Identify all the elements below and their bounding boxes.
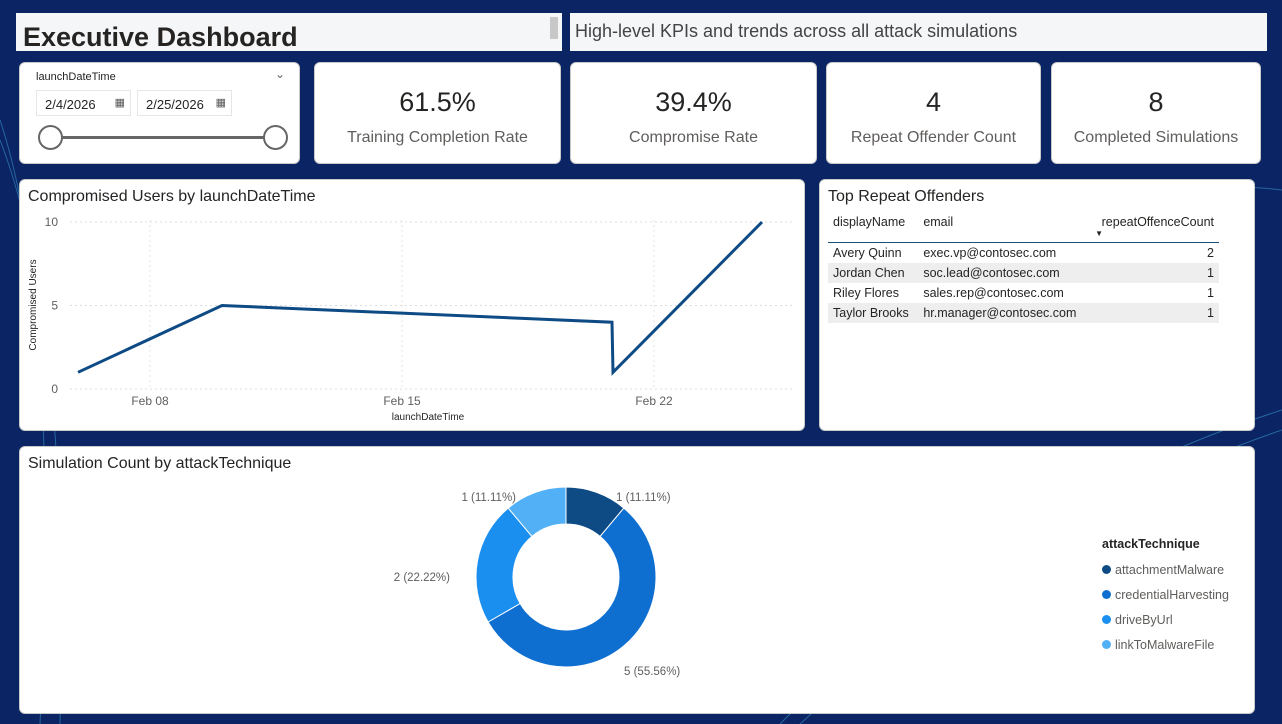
legend-item[interactable]: credentialHarvesting xyxy=(1102,582,1229,607)
table-row[interactable]: Riley Flores sales.rep@contosec.com 1 xyxy=(828,283,1219,303)
slicer-label: launchDateTime xyxy=(36,71,116,83)
date-slicer: launchDateTime ⌄ 2/4/2026 ▦ 2/25/2026 ▦ xyxy=(19,62,300,164)
end-date-value: 2/25/2026 xyxy=(146,97,204,112)
start-date-value: 2/4/2026 xyxy=(45,97,96,112)
legend-label: driveByUrl xyxy=(1115,612,1173,627)
x-tick-label: Feb 08 xyxy=(131,394,169,408)
column-header-repeatoffencecount[interactable]: repeatOffenceCount ▼ xyxy=(1090,212,1219,242)
donut-chart: 1 (11.11%) 5 (55.56%) 2 (22.22%) 1 (11.11%) xyxy=(394,486,680,678)
table-cell: exec.vp@contosec.com xyxy=(923,245,1057,260)
kpi-label: Compromise Rate xyxy=(629,129,758,146)
table-cell: hr.manager@contosec.com xyxy=(923,305,1077,320)
slider-start-handle[interactable] xyxy=(38,125,63,150)
y-tick-label: 10 xyxy=(45,215,59,229)
legend-marker xyxy=(1102,615,1111,624)
donut-chart-card: Simulation Count by attackTechnique 1 (1… xyxy=(19,446,1255,714)
legend-item[interactable]: attachmentMalware xyxy=(1102,557,1229,582)
table-cell: 1 xyxy=(1207,265,1214,280)
legend-label: attachmentMalware xyxy=(1115,562,1225,577)
donut-slice xyxy=(507,486,567,538)
legend-title: attackTechnique xyxy=(1102,537,1200,551)
sort-descending-icon: ▼ xyxy=(1095,229,1103,238)
legend-label: credentialHarvesting xyxy=(1115,587,1229,602)
offenders-table-card: Top Repeat Offenders displayName email r… xyxy=(819,179,1255,431)
table-row[interactable]: Taylor Brooks hr.manager@contosec.com 1 xyxy=(828,302,1219,323)
donut-chart-title: Simulation Count by attackTechnique xyxy=(28,455,292,472)
data-label: 1 (11.11%) xyxy=(461,492,516,504)
line-chart-card: Compromised Users by launchDateTime 0 5 10… xyxy=(19,179,805,431)
offenders-table: displayName email repeatOffenceCount ▼ Av… xyxy=(828,212,1219,323)
page-subtitle: High-level KPIs and trends across all at… xyxy=(570,13,1267,51)
table-cell: Riley Flores xyxy=(833,285,899,300)
slider-end-handle[interactable] xyxy=(263,125,288,150)
offenders-title: Top Repeat Offenders xyxy=(828,188,985,205)
legend-label: linkToMalwareFile xyxy=(1115,637,1215,652)
line-chart-title: Compromised Users by launchDateTime xyxy=(28,188,316,205)
column-header-displayname[interactable]: displayName xyxy=(833,215,906,229)
line-chart: 0 5 10 Feb 08 Feb 15 Feb 22 launchDateTime Comp… xyxy=(28,215,795,423)
start-date-input[interactable]: 2/4/2026 ▦ xyxy=(36,90,131,116)
column-header-text: repeatOffenceCount xyxy=(1101,215,1214,229)
kpi-repeat-offender: 4 Repeat Offender Count xyxy=(826,62,1041,164)
x-tick-label: Feb 22 xyxy=(635,394,673,408)
legend: attackTechnique attachmentMalware credenti… xyxy=(1102,537,1229,657)
table-cell: Taylor Brooks xyxy=(833,305,909,320)
kpi-label: Completed Simulations xyxy=(1073,129,1239,146)
kpi-training-completion: 61.5% Training Completion Rate xyxy=(314,62,561,164)
data-label: 1 (11.11%) xyxy=(616,492,671,504)
table-row[interactable]: Jordan Chen soc.lead@contosec.com 1 xyxy=(828,262,1219,283)
table-row[interactable]: Avery Quinn exec.vp@contosec.com 2 xyxy=(828,242,1219,263)
table-cell: Jordan Chen xyxy=(833,265,905,280)
column-header-email[interactable]: email xyxy=(923,215,954,229)
kpi-completed-simulations: 8 Completed Simulations xyxy=(1051,62,1261,164)
page-title: Executive Dashboard xyxy=(16,13,562,51)
x-tick-label: Feb 15 xyxy=(383,394,421,408)
data-label: 2 (22.22%) xyxy=(394,572,450,584)
legend-item[interactable]: driveByUrl xyxy=(1102,607,1229,632)
y-axis-label: Compromised Users xyxy=(28,259,39,350)
legend-marker xyxy=(1102,590,1111,599)
calendar-icon[interactable]: ▦ xyxy=(114,97,125,109)
kpi-value: 61.5% xyxy=(399,87,476,117)
legend-item[interactable]: linkToMalwareFile xyxy=(1102,632,1229,657)
table-cell: soc.lead@contosec.com xyxy=(923,265,1060,280)
end-date-input[interactable]: 2/25/2026 ▦ xyxy=(137,90,232,116)
x-axis-label: launchDateTime xyxy=(392,412,465,423)
table-cell: 2 xyxy=(1207,245,1214,260)
calendar-icon[interactable]: ▦ xyxy=(215,97,226,109)
page-title-text: Executive Dashboard xyxy=(23,22,298,51)
donut-slice xyxy=(487,507,657,668)
legend-marker xyxy=(1102,640,1111,649)
kpi-label: Repeat Offender Count xyxy=(850,129,1017,146)
table-cell: 1 xyxy=(1207,285,1214,300)
kpi-value: 39.4% xyxy=(655,87,732,117)
chevron-down-icon[interactable]: ⌄ xyxy=(274,67,285,81)
table-cell: 1 xyxy=(1207,305,1214,320)
kpi-label: Training Completion Rate xyxy=(347,129,528,146)
table-cell: Avery Quinn xyxy=(833,245,902,260)
series-line xyxy=(77,220,764,376)
data-label: 5 (55.56%) xyxy=(624,666,680,678)
scrollbar[interactable] xyxy=(550,17,558,39)
kpi-value: 4 xyxy=(925,87,942,117)
kpi-compromise-rate: 39.4% Compromise Rate xyxy=(570,62,817,164)
y-tick-label: 0 xyxy=(51,382,58,396)
slider-track[interactable] xyxy=(50,136,276,139)
table-cell: sales.rep@contosec.com xyxy=(923,285,1064,300)
y-tick-label: 5 xyxy=(51,299,58,313)
legend-marker xyxy=(1102,565,1111,574)
kpi-value: 8 xyxy=(1148,87,1164,117)
